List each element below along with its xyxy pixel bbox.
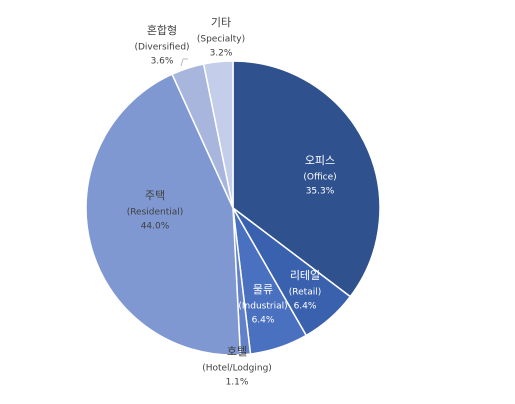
slice-sublabel: (Hotel/Lodging) [202, 364, 272, 374]
slice-label: 기타 [211, 16, 231, 29]
slice-sublabel: (Industrial) [238, 302, 287, 312]
slice-label: 혼합형 [147, 24, 177, 37]
slice-sublabel: (Diversified) [134, 43, 189, 53]
value-label: 35.3% [306, 187, 335, 197]
value-label: 1.1% [226, 378, 249, 388]
slice-sublabel: (Residential) [127, 208, 184, 218]
slice-label: 물류 [253, 283, 273, 296]
pie-slice [202, 60, 234, 209]
value-label: 44.0% [141, 222, 170, 232]
slice-sublabel: (Office) [303, 173, 336, 183]
value-label: 6.4% [252, 316, 275, 326]
slice-label: 주택 [145, 189, 165, 202]
slice-sublabel: (Retail) [289, 288, 321, 298]
slice-label: 호텔 [227, 345, 247, 358]
value-label: 3.2% [210, 49, 233, 59]
leader-line [180, 58, 184, 67]
value-label: 3.6% [151, 57, 174, 67]
slice-label: 오피스 [305, 154, 335, 167]
pie-slice [232, 60, 381, 298]
slice-label: 리테일 [290, 268, 320, 282]
pie-slice [85, 73, 242, 356]
value-label: 6.4% [294, 302, 317, 312]
slice-sublabel: (Specialty) [197, 35, 245, 45]
